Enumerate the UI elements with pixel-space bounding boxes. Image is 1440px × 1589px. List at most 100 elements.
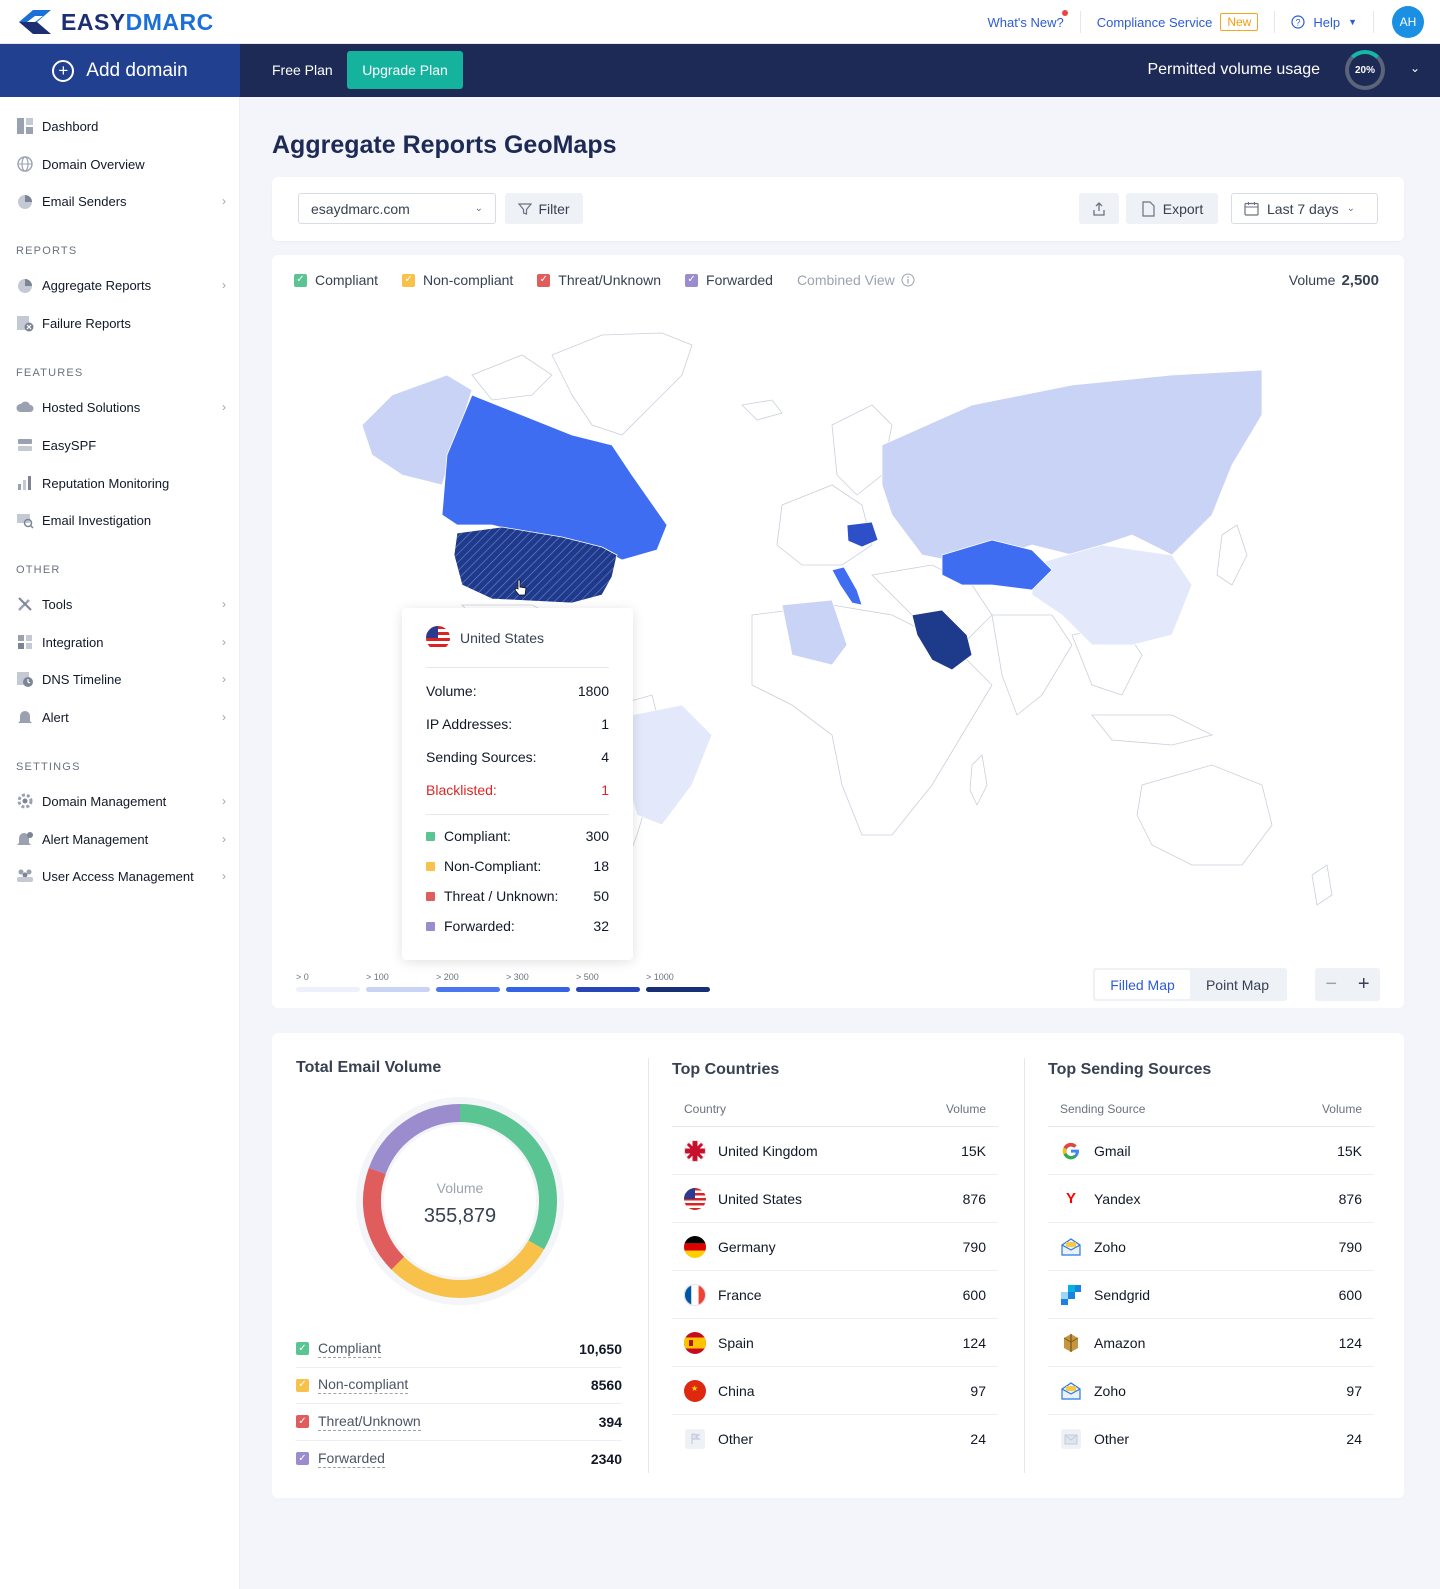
volume-legend-row[interactable]: ✓ Compliant 10,650	[296, 1331, 622, 1368]
row-label-wrap: Other	[1060, 1428, 1129, 1450]
filled-map-tab[interactable]: Filled Map	[1095, 970, 1190, 999]
sidebar-item-label: Reputation Monitoring	[42, 475, 170, 491]
sidebar-item-domain-management[interactable]: Domain Management ›	[16, 789, 230, 813]
tooltip-value: 1	[601, 715, 609, 732]
filter-button[interactable]: Filter	[505, 193, 583, 224]
tooltip-label: Forwarded:	[444, 918, 515, 934]
tooltip-label: Non-Compliant:	[444, 858, 542, 874]
table-row[interactable]: United States 876	[672, 1175, 998, 1223]
help-icon: ?	[1291, 15, 1305, 29]
table-row[interactable]: Y Yandex 876	[1048, 1175, 1374, 1223]
sidebar-item-email-investigation[interactable]: Email Investigation	[16, 508, 230, 532]
sidebar-item-hosted-solutions[interactable]: Hosted Solutions ›	[16, 395, 230, 419]
row-value: 600	[1338, 1286, 1362, 1303]
table-row[interactable]: Germany 790	[672, 1223, 998, 1271]
search-mail-icon	[16, 511, 34, 529]
tooltip-threat: Threat / Unknown: 50	[426, 881, 609, 911]
domain-select[interactable]: esaydmarc.com ⌄	[298, 193, 496, 224]
section-features: FEATURES	[16, 367, 84, 379]
table-row[interactable]: Sendgrid 600	[1048, 1271, 1374, 1319]
country-brazil	[621, 704, 713, 826]
table-row[interactable]: Amazon 124	[1048, 1319, 1374, 1367]
table-row[interactable]: Zoho 790	[1048, 1223, 1374, 1271]
sidebar-item-alert-management[interactable]: Alert Management ›	[16, 827, 230, 851]
scale-label: > 1000	[646, 972, 674, 982]
sidebar-item-label: DNS Timeline	[42, 671, 122, 687]
tooltip-forwarded: Forwarded: 32	[426, 911, 609, 941]
whats-new-link[interactable]: What's New?	[972, 10, 1081, 33]
sidebar-item-failure-reports[interactable]: Failure Reports	[16, 311, 230, 335]
add-domain-button[interactable]: + Add domain	[0, 44, 240, 97]
divider	[426, 814, 609, 815]
legend-non-compliant[interactable]: ✓ Non-compliant	[402, 272, 513, 288]
table-header: Country Volume	[672, 1091, 998, 1127]
sidebar-item-reputation-monitoring[interactable]: Reputation Monitoring	[16, 471, 230, 495]
us-flag-icon	[426, 625, 450, 650]
checkbox-icon: ✓	[402, 273, 416, 287]
donut-segment-threat[interactable]	[363, 1167, 405, 1270]
logo-text-easy: EASY	[61, 8, 126, 35]
sidebar-item-label: User Access Management	[42, 868, 194, 884]
scale-bar	[366, 987, 430, 992]
table-row[interactable]: Other 24	[1048, 1415, 1374, 1463]
volume-legend-row[interactable]: ✓ Threat/Unknown 394	[296, 1404, 622, 1441]
avatar[interactable]: AH	[1392, 6, 1424, 38]
sidebar-item-easyspf[interactable]: EasySPF	[16, 433, 230, 457]
usage-progress-ring: 20%	[1345, 50, 1385, 90]
clock-icon	[16, 670, 34, 688]
table-row[interactable]: Other 24	[672, 1415, 998, 1463]
volume-legend-row[interactable]: ✓ Non-compliant 8560	[296, 1368, 622, 1404]
point-map-tab[interactable]: Point Map	[1205, 976, 1270, 993]
sidebar-item-email-senders[interactable]: Email Senders ›	[16, 189, 230, 213]
google-icon	[1062, 1142, 1079, 1159]
row-label-wrap: Zoho	[1060, 1236, 1126, 1258]
table-row[interactable]: Gmail 15K	[1048, 1127, 1374, 1175]
legend-forwarded[interactable]: ✓ Forwarded	[685, 272, 773, 288]
sidebar-item-alert[interactable]: Alert ›	[16, 705, 230, 729]
compliance-service-link[interactable]: Compliance Service New	[1081, 11, 1276, 33]
sidebar-item-domain-overview[interactable]: Domain Overview	[16, 152, 230, 176]
easydmarc-logo[interactable]: EASYDMARC	[17, 8, 214, 36]
sidebar-item-dns-timeline[interactable]: DNS Timeline ›	[16, 667, 230, 691]
table-row[interactable]: France 600	[672, 1271, 998, 1319]
country-china	[1031, 544, 1193, 646]
row-label-wrap: Other	[684, 1428, 753, 1450]
sidebar-item-dashboard[interactable]: Dashbord	[16, 114, 230, 138]
table-row[interactable]: Spain 124	[672, 1319, 998, 1367]
volume-legend-row[interactable]: ✓ Forwarded 2340	[296, 1441, 622, 1478]
zoom-in-button[interactable]: +	[1357, 973, 1370, 995]
sidebar-item-integration[interactable]: Integration ›	[16, 630, 230, 654]
volume-scale: > 0 > 100 > 200 > 300 > 500 > 1000	[296, 972, 710, 992]
chevron-down-icon[interactable]: ⌄	[1409, 61, 1420, 75]
uk-flag-icon	[684, 1139, 706, 1162]
donut-segment-forwarded[interactable]	[368, 1104, 461, 1175]
row-value: 876	[1338, 1190, 1362, 1207]
table-row[interactable]: United Kingdom 15K	[672, 1127, 998, 1175]
sidebar-item-label: Alert	[42, 709, 69, 725]
chevron-right-icon: ›	[222, 194, 226, 208]
export-button[interactable]: Export	[1126, 193, 1218, 224]
zoom-out-button[interactable]: −	[1325, 973, 1338, 995]
new-badge: New	[1220, 13, 1259, 31]
legend-threat[interactable]: ✓ Threat/Unknown	[537, 272, 661, 288]
date-range-select[interactable]: Last 7 days ⌄	[1231, 193, 1378, 224]
checkbox-icon: ✓	[296, 1378, 309, 1392]
scale-label: > 0	[296, 972, 309, 982]
donut-segment-compliant[interactable]	[459, 1104, 557, 1250]
help-menu[interactable]: ? Help ▼	[1275, 11, 1374, 33]
info-icon	[901, 273, 915, 287]
share-button[interactable]	[1079, 193, 1119, 224]
upgrade-plan-button[interactable]: Upgrade Plan	[347, 51, 463, 89]
table-row[interactable]: ★ China 97	[672, 1367, 998, 1415]
legend-compliant[interactable]: ✓ Compliant	[294, 272, 378, 288]
funnel-icon	[518, 202, 533, 215]
table-row[interactable]: Zoho 97	[1048, 1367, 1374, 1415]
donut-segment-non-compliant[interactable]	[391, 1240, 545, 1298]
world-map[interactable]	[272, 315, 1404, 955]
sidebar-item-user-access-management[interactable]: User Access Management ›	[16, 864, 230, 888]
column-header: Sending Source	[1060, 1101, 1146, 1116]
sidebar-item-aggregate-reports[interactable]: Aggregate Reports ›	[16, 273, 230, 297]
combined-view-toggle[interactable]: Combined View	[797, 272, 915, 288]
checkbox-icon: ✓	[294, 273, 307, 287]
sidebar-item-tools[interactable]: Tools ›	[16, 592, 230, 616]
